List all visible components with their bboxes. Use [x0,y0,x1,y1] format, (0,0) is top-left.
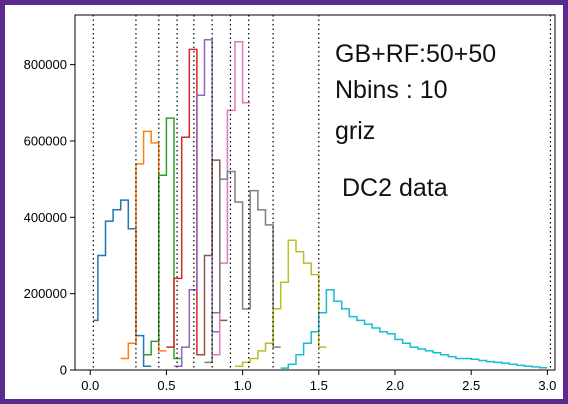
chart-frame: 0.0 0.5 1.0 1.5 2.0 2.5 3.0 0 200000 400000 600000… [5,5,563,399]
series-10-step [280,289,548,369]
y-tick-label: 0 [60,363,67,378]
x-tick-label: 2.0 [386,378,404,393]
series-8-step [204,170,281,364]
series-3-step [143,117,182,360]
x-tick-label: 3.0 [538,378,556,393]
x-tick-label: 0.5 [157,378,175,393]
histogram-chart: 0.0 0.5 1.0 1.5 2.0 2.5 3.0 0 200000 400000 600000… [24,14,556,393]
y-tick-label: 600000 [24,133,67,148]
y-tick-label: 400000 [24,210,67,225]
series-7-step [212,40,251,356]
annotation-dataset: DC2 data [342,174,448,202]
series-1-step [93,199,152,367]
plot-frame [74,14,556,371]
annotation-nbins: Nbins : 10 [335,76,448,104]
x-tick-label: 1.0 [234,378,252,393]
x-tick-label: 1.5 [310,378,328,393]
y-tick-label: 800000 [24,57,67,72]
x-tick-label: 0.0 [81,378,99,393]
annotation-method: GB+RF:50+50 [335,40,497,68]
x-tick-label: 2.5 [462,378,480,393]
annotation-bands: griz [335,117,376,145]
y-tick-label: 200000 [24,286,67,301]
series-9-step [235,239,327,367]
